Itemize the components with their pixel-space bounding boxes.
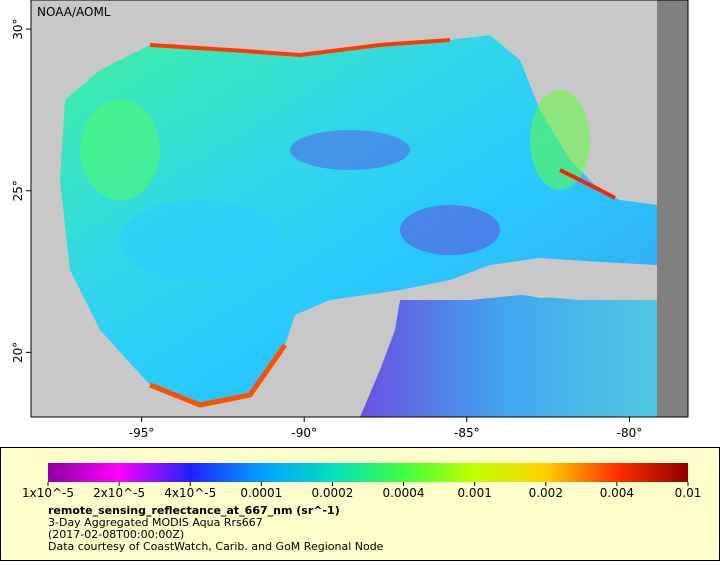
- colorbar-label: 0.002: [529, 486, 563, 500]
- colorbar-label: 0.0002: [311, 486, 353, 500]
- water-patch: [290, 130, 410, 170]
- colorbar-label: 0.0004: [383, 486, 425, 500]
- water-patch: [120, 200, 280, 280]
- x-tick-label: -85°: [454, 426, 480, 440]
- colorbar-label: 0.004: [600, 486, 634, 500]
- colorbar-label: 0.001: [457, 486, 491, 500]
- cuba: [485, 262, 657, 300]
- gulf-water: [60, 35, 657, 405]
- x-tick-label: -90°: [291, 426, 317, 440]
- water-patch: [400, 205, 500, 255]
- coastal-turbidity: [149, 38, 451, 58]
- caption-variable: remote_sensing_reflectance_at_667_nm (sr…: [48, 504, 340, 517]
- x-tick-label: -80°: [617, 426, 643, 440]
- map-frame: [30, 0, 689, 418]
- caption-line: 3-Day Aggregated MODIS Aqua Rrs667: [48, 516, 263, 529]
- x-tick-label: -95°: [129, 426, 155, 440]
- coastal-turbidity: [149, 343, 288, 408]
- caption-line: (2017-02-08T00:00:00Z): [48, 528, 184, 541]
- colorbar-label: 4x10^-5: [164, 486, 216, 500]
- colorbar-label: 2x10^-5: [93, 486, 145, 500]
- no-data-strip: [657, 0, 688, 417]
- y-tick-label: 20°: [11, 342, 25, 363]
- coastal-turbidity: [559, 168, 616, 200]
- colorbar-labels: 1x10^-5 2x10^-5 4x10^-5 0.0001 0.0002 0.0004 0…: [22, 482, 701, 500]
- axes: -95° -90° -85° -80° 20° 25° 30°: [11, 18, 642, 440]
- map: NOAA/AOML: [30, 0, 689, 418]
- y-tick-label: 25°: [11, 180, 25, 201]
- colorbar-label: 0.0001: [240, 486, 282, 500]
- colorbar-label: 0.01: [675, 486, 702, 500]
- y-tick-label: 30°: [11, 18, 25, 39]
- legend-panel: 1x10^-5 2x10^-5 4x10^-5 0.0001 0.0002 0.0004 0…: [0, 447, 720, 561]
- caption-line: Data courtesy of CoastWatch, Carib. and …: [48, 540, 384, 553]
- water-patch: [80, 100, 160, 200]
- water-patch: [530, 90, 590, 190]
- colorbar-label: 1x10^-5: [22, 486, 74, 500]
- colorbar: [48, 463, 688, 482]
- credit: NOAA/AOML: [37, 5, 111, 19]
- caribbean-water: [360, 295, 657, 417]
